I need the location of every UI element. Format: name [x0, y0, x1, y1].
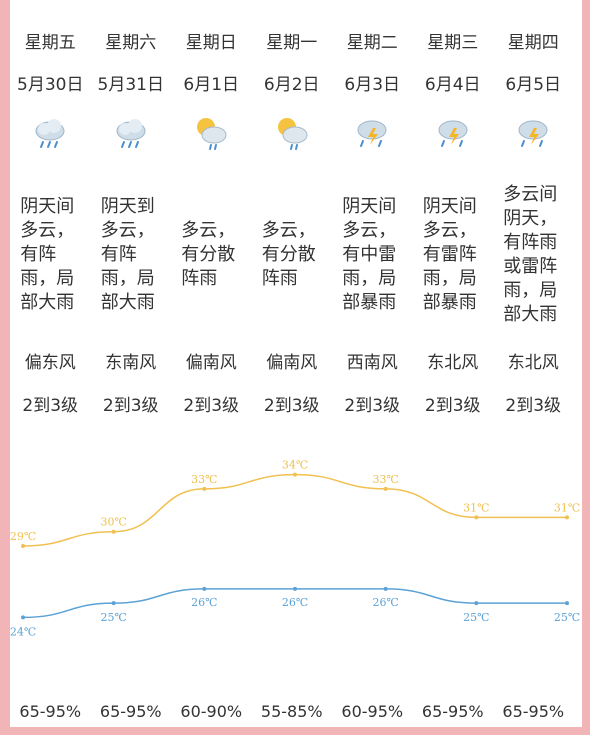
- thunder-rain-icon: [493, 114, 574, 154]
- humidity-row: 65-95% 65-95% 60-90% 55-85% 60-95% 65-95…: [10, 702, 582, 721]
- weather-forecast-card: 星期五 星期六 星期日 星期一 星期二 星期三 星期四 5月30日 5月31日 …: [10, 0, 582, 727]
- wind-level: 2到3级: [505, 396, 562, 416]
- high-temperature-label: 31℃: [463, 501, 489, 514]
- high-temperature-point: [21, 544, 25, 548]
- low-temperature-point: [111, 601, 116, 606]
- cloud-rain-icon: [91, 114, 172, 154]
- high-temperature-label: 29℃: [10, 530, 36, 543]
- weekday-label: 星期六: [105, 33, 157, 53]
- low-temperature-label: 24℃: [10, 625, 36, 638]
- high-temperature-point: [565, 515, 569, 520]
- wind-direction: 东北风: [507, 353, 559, 373]
- sun-cloud-rain-icon: [252, 114, 333, 154]
- weather-description: 多云间阴天，有阵雨或雷阵雨，局部大雨: [503, 184, 558, 325]
- humidity-value: 65-95%: [502, 702, 565, 721]
- low-temperature-point: [21, 615, 25, 620]
- weekday-row: 星期五 星期六 星期日 星期一 星期二 星期三 星期四: [10, 28, 582, 53]
- high-temperature-point: [111, 529, 116, 534]
- weather-description-row: 阴天间多云，有阵雨，局部大雨 阴天到多云，有阵雨，局部大雨 多云，有分散阵雨 多…: [10, 180, 582, 330]
- weather-description: 阴天间多云，有中雷雨，局部暴雨: [342, 196, 397, 313]
- wind-level: 2到3级: [22, 396, 79, 416]
- humidity-value: 60-90%: [180, 702, 243, 721]
- weekday-label: 星期三: [427, 33, 479, 53]
- weekday-label: 星期日: [185, 33, 237, 53]
- weather-description: 多云，有分散阵雨: [261, 220, 316, 289]
- weather-description: 阴天间多云，有雷阵雨，局部暴雨: [422, 196, 477, 313]
- weather-icon-row: [10, 114, 582, 154]
- low-temperature-point: [202, 586, 207, 591]
- high-temperature-point: [383, 486, 388, 491]
- low-temperature-label: 26℃: [282, 596, 308, 609]
- high-temperature-point: [293, 472, 297, 477]
- weekday-label: 星期四: [507, 33, 559, 53]
- date-label: 6月4日: [424, 75, 481, 95]
- humidity-value: 65-95%: [421, 702, 484, 721]
- date-label: 5月31日: [97, 75, 164, 95]
- date-label: 6月1日: [183, 75, 240, 95]
- weekday-label: 星期五: [24, 33, 76, 53]
- weekday-label: 星期二: [346, 33, 398, 53]
- high-temperature-label: 34℃: [282, 459, 308, 472]
- high-temperature-label: 33℃: [191, 473, 217, 486]
- wind-direction: 东南风: [105, 353, 157, 373]
- wind-level-row: 2到3级 2到3级 2到3级 2到3级 2到3级 2到3级 2到3级: [10, 391, 582, 416]
- low-temperature-label: 26℃: [191, 596, 217, 609]
- date-row: 5月30日 5月31日 6月1日 6月2日 6月3日 6月4日 6月5日: [10, 70, 582, 95]
- high-temperature-point: [202, 486, 207, 491]
- wind-level: 2到3级: [183, 396, 240, 416]
- wind-level: 2到3级: [424, 396, 481, 416]
- low-temperature-label: 25℃: [463, 611, 489, 624]
- wind-direction: 西南风: [346, 353, 398, 373]
- low-temperature-label: 25℃: [554, 611, 580, 624]
- low-temperature-point: [565, 601, 569, 606]
- weekday-label: 星期一: [266, 33, 318, 53]
- wind-direction: 偏南风: [266, 353, 318, 373]
- low-temperature-label: 25℃: [101, 611, 127, 624]
- thunder-rain-icon: [413, 114, 494, 154]
- high-temperature-label: 31℃: [554, 501, 580, 514]
- weather-description: 阴天到多云，有阵雨，局部大雨: [100, 196, 155, 313]
- low-temperature-label: 26℃: [373, 596, 399, 609]
- wind-direction-row: 偏东风 东南风 偏南风 偏南风 西南风 东北风 东北风: [10, 348, 582, 373]
- weather-description: 多云，有分散阵雨: [181, 220, 236, 289]
- wind-level: 2到3级: [263, 396, 320, 416]
- date-label: 5月30日: [17, 75, 84, 95]
- cloud-rain-icon: [10, 114, 91, 154]
- humidity-value: 65-95%: [19, 702, 82, 721]
- high-temperature-label: 33℃: [373, 473, 399, 486]
- date-label: 6月5日: [505, 75, 562, 95]
- wind-direction: 偏东风: [24, 353, 76, 373]
- wind-direction: 东北风: [427, 353, 479, 373]
- high-temperature-label: 30℃: [101, 516, 127, 529]
- thunder-rain-icon: [332, 114, 413, 154]
- temperature-chart: 29℃ 30℃ 33℃ 34℃ 33℃ 31℃ 31℃ 24℃ 25℃ 26℃ 26℃ 26℃ 25℃ 2…: [10, 459, 580, 639]
- wind-level: 2到3级: [102, 396, 159, 416]
- humidity-value: 65-95%: [99, 702, 162, 721]
- high-temperature-point: [474, 515, 479, 520]
- date-label: 6月2日: [263, 75, 320, 95]
- low-temperature-point: [474, 601, 479, 606]
- wind-level: 2到3级: [344, 396, 401, 416]
- low-temperature-point: [293, 586, 297, 591]
- sun-cloud-rain-icon: [171, 114, 252, 154]
- date-label: 6月3日: [344, 75, 401, 95]
- humidity-value: 55-85%: [260, 702, 323, 721]
- humidity-value: 60-95%: [341, 702, 404, 721]
- low-temperature-point: [383, 586, 388, 591]
- wind-direction: 偏南风: [185, 353, 237, 373]
- weather-description: 阴天间多云，有阵雨，局部大雨: [20, 196, 75, 313]
